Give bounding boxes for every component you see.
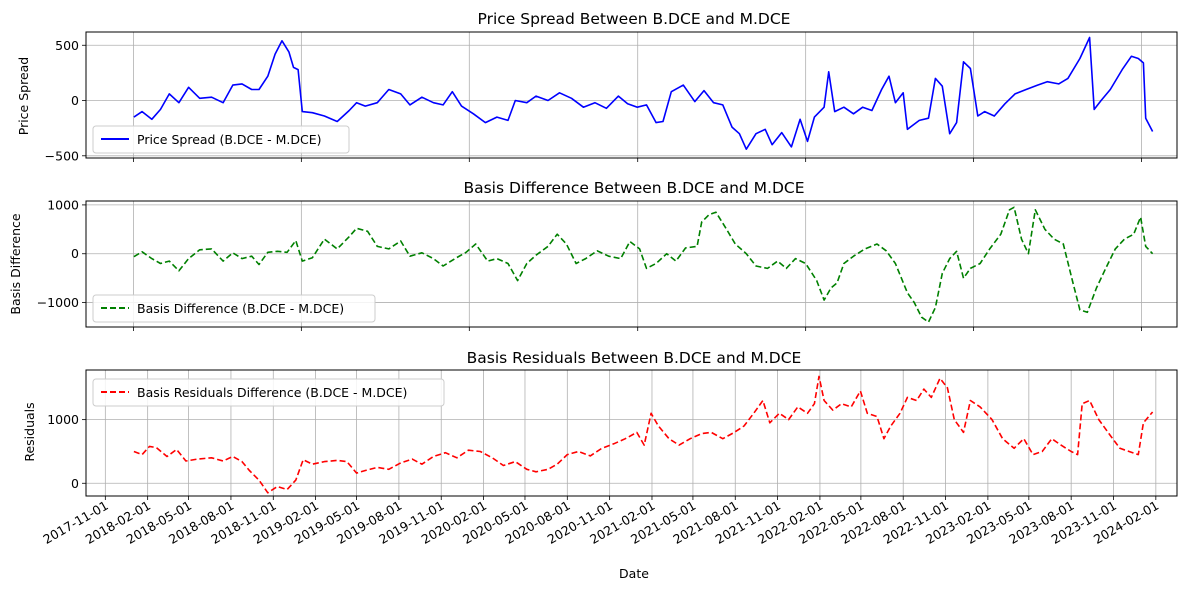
price-spread-series: [133, 36, 1154, 150]
y-tick-label: 1000: [47, 197, 79, 212]
y-tick-label: 0: [71, 476, 79, 491]
y-tick-label: −500: [45, 148, 79, 163]
legend-box: [92, 294, 376, 323]
basis-residuals-plot-frame: [85, 369, 1178, 497]
x-axis-label: Date: [619, 566, 649, 581]
y-tick-label: 1000: [47, 412, 79, 427]
legend-label: Basis Difference (B.DCE - M.DCE): [137, 301, 344, 316]
legend-label: Basis Residuals Difference (B.DCE - M.DC…: [137, 385, 407, 400]
basis-residuals-legend: Basis Residuals Difference (B.DCE - M.DC…: [92, 378, 445, 407]
basis-residuals-panel: Basis Residuals Between B.DCE and M.DCE …: [22, 349, 1178, 500]
y-tick-label: 500: [55, 38, 79, 53]
price-spread-title: Price Spread Between B.DCE and M.DCE: [478, 10, 791, 28]
price-spread-ticks: −500 0 500: [45, 38, 1142, 163]
y-tick-label: 0: [71, 246, 79, 261]
basis-residuals-ticks: 0 1000: [47, 412, 1157, 500]
legend-label: Price Spread (B.DCE - M.DCE): [137, 132, 321, 147]
basis-difference-legend: Basis Difference (B.DCE - M.DCE): [92, 294, 376, 323]
legend-box: [92, 125, 350, 154]
basis-residuals-series: [133, 375, 1154, 494]
series-line: [133, 206, 1154, 323]
basis-difference-series: [133, 206, 1154, 323]
legend-box: [92, 378, 445, 407]
basis-difference-ticks: −1000 0 1000: [37, 197, 1142, 331]
y-tick-label: −1000: [37, 295, 79, 310]
y-tick-label: 0: [71, 93, 79, 108]
basis-difference-ylabel: Basis Difference: [8, 213, 23, 314]
series-line: [133, 375, 1154, 494]
basis-residuals-title: Basis Residuals Between B.DCE and M.DCE: [467, 349, 802, 367]
series-line: [133, 36, 1154, 150]
price-spread-legend: Price Spread (B.DCE - M.DCE): [92, 125, 350, 154]
price-spread-plot-frame: [85, 31, 1178, 159]
basis-difference-panel: Basis Difference Between B.DCE and M.DCE…: [8, 179, 1178, 331]
price-spread-ylabel: Price Spread: [16, 57, 31, 136]
basis-difference-plot-frame: [85, 200, 1178, 328]
basis-residuals-ylabel: Residuals: [22, 402, 37, 461]
basis-difference-title: Basis Difference Between B.DCE and M.DCE: [463, 179, 804, 197]
price-spread-panel: Price Spread Between B.DCE and M.DCE Pri…: [16, 10, 1178, 163]
